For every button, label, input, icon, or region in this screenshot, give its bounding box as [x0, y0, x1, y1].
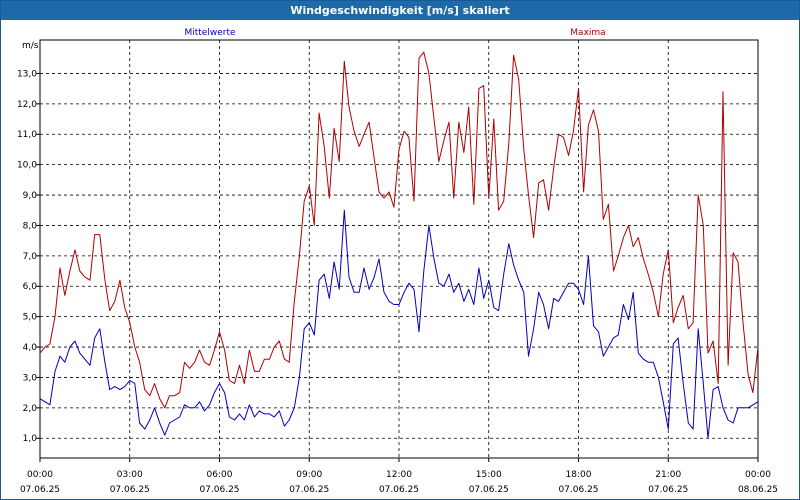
x-tick-time-label: 00:00 [27, 470, 53, 480]
chart-title: Windgeschwindigkeit [m/s] skaliert [1, 1, 799, 20]
y-axis: 1,0 2,0 3,0 4,0 5,0 6,0 7,0 8,0 9,0 10,0 11,0 12,0 1… [17, 69, 40, 444]
x-tick-date-label: 07.06.25 [648, 485, 688, 495]
legend-mean: Mittelwerte [184, 28, 235, 38]
x-tick-time-label: 21:00 [655, 470, 681, 480]
x-tick-date-label: 07.06.25 [469, 485, 509, 495]
y-tick-label: 10,0 [17, 161, 37, 171]
y-tick-label: 2,0 [23, 404, 38, 414]
y-tick-label: 5,0 [23, 313, 38, 323]
y-tick-label: 4,0 [23, 343, 38, 353]
x-tick-time-label: 00:00 [745, 470, 771, 480]
y-tick-label: 12,0 [17, 100, 37, 110]
y-axis-label: m/s [22, 41, 39, 51]
x-tick-time-label: 18:00 [566, 470, 592, 480]
x-tick-date-label: 07.06.25 [379, 485, 419, 495]
y-tick-label: 13,0 [17, 69, 37, 79]
x-axis: 00:00 07.06.25 03:00 07.06.25 06:00 07.06.25 0… [20, 458, 778, 495]
x-tick-date-label: 07.06.25 [558, 485, 598, 495]
y-tick-label: 7,0 [23, 252, 38, 262]
x-tick-time-label: 03:00 [117, 470, 143, 480]
y-tick-label: 6,0 [23, 282, 38, 292]
series [39, 51, 759, 439]
x-tick-time-label: 15:00 [476, 470, 502, 480]
x-tick-time-label: 09:00 [296, 470, 322, 480]
x-tick-date-label: 07.06.25 [20, 485, 60, 495]
x-tick-date-label: 07.06.25 [289, 485, 329, 495]
x-tick-date-label: 08.06.25 [738, 485, 778, 495]
y-tick-label: 8,0 [23, 221, 38, 231]
y-tick-label: 11,0 [17, 130, 37, 140]
x-tick-time-label: 06:00 [207, 470, 233, 480]
y-tick-label: 1,0 [23, 434, 38, 444]
grid [40, 40, 758, 458]
y-tick-label: 3,0 [23, 373, 38, 383]
x-tick-date-label: 07.06.25 [110, 485, 150, 495]
x-tick-date-label: 07.06.25 [199, 485, 239, 495]
series-line-max [39, 51, 759, 409]
y-tick-label: 9,0 [23, 191, 38, 201]
series-line-mean [39, 209, 759, 439]
legend-max: Maxima [570, 28, 605, 38]
x-tick-time-label: 12:00 [386, 470, 412, 480]
